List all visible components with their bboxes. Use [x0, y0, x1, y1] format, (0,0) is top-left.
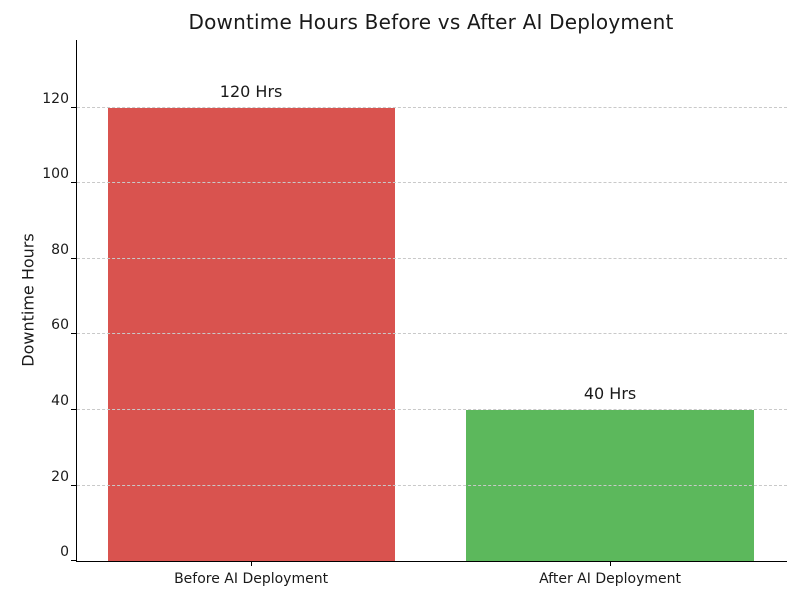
y-gridline-60 [77, 333, 787, 335]
y-tick-mark-60 [71, 333, 76, 335]
y-gridline-100 [77, 182, 787, 184]
y-tick-mark-40 [71, 409, 76, 410]
y-gridline-80 [77, 257, 787, 259]
y-gridline-20 [77, 484, 787, 486]
y-tick-label-100: 100 [42, 166, 69, 183]
y-tick-label-0: 0 [60, 544, 69, 560]
y-tick-label-120: 120 [42, 90, 69, 107]
plot-area: 0 20 40 60 80 100 120 120 Hrs Before AI Deployme… [42, 40, 787, 587]
y-axis-label: Downtime Hours [18, 233, 38, 367]
y-tick-label-60: 60 [51, 317, 69, 334]
bar-after-ai-deployment [466, 410, 754, 561]
x-tick-mark-after-ai-deployment [610, 561, 612, 566]
chart-title: Downtime Hours Before vs After AI Deploy… [188, 10, 674, 34]
y-tick-label-40: 40 [51, 393, 69, 409]
bar-value-label-before-ai-deployment: 120 Hrs [219, 81, 283, 101]
x-tick-label-after-ai-deployment: After AI Deployment [539, 571, 681, 587]
y-tick-mark-120 [71, 106, 76, 108]
x-tick-label-before-ai-deployment: Before AI Deployment [174, 571, 329, 587]
y-tick-mark-0 [71, 560, 76, 561]
x-tick-mark-before-ai-deployment [251, 561, 253, 566]
y-tick-mark-100 [71, 182, 76, 184]
y-tick-label-80: 80 [51, 241, 69, 258]
bar-before-ai-deployment [107, 107, 395, 561]
y-tick-label-20: 20 [51, 468, 69, 485]
y-tick-mark-20 [71, 484, 76, 486]
y-gridline-40 [77, 409, 787, 410]
bar-value-label-after-ai-deployment: 40 Hrs [583, 384, 637, 403]
y-gridline-120 [77, 106, 787, 108]
y-tick-mark-80 [71, 257, 76, 259]
